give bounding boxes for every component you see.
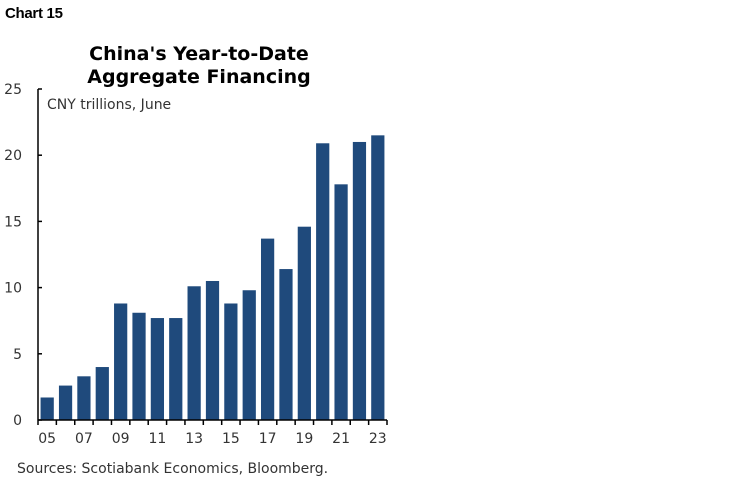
bar-07 bbox=[77, 376, 91, 420]
y-tick-label: 25 bbox=[4, 82, 22, 98]
bar-09 bbox=[114, 303, 128, 420]
x-tick-label: 05 bbox=[38, 431, 56, 447]
bar-21 bbox=[334, 184, 348, 420]
bar-19 bbox=[297, 226, 311, 420]
bars bbox=[40, 135, 385, 420]
x-tick-label: 11 bbox=[148, 431, 166, 447]
chart-number-label: Chart 15 bbox=[5, 5, 63, 22]
y-tick-label: 10 bbox=[4, 281, 22, 297]
bar-05 bbox=[40, 397, 54, 420]
chart-subtitle: CNY trillions, June bbox=[47, 97, 171, 113]
x-tick-label: 13 bbox=[185, 431, 203, 447]
x-tick-label: 17 bbox=[259, 431, 277, 447]
bar-06 bbox=[58, 385, 73, 420]
bar-10 bbox=[132, 312, 146, 420]
x-tick-label: 19 bbox=[295, 431, 313, 447]
bar-22 bbox=[352, 141, 367, 420]
bar-20 bbox=[316, 143, 330, 420]
y-tick-label: 0 bbox=[13, 413, 22, 429]
x-tick-label: 09 bbox=[112, 431, 130, 447]
x-tick-label: 23 bbox=[369, 431, 387, 447]
x-tick-label: 15 bbox=[222, 431, 240, 447]
bar-12 bbox=[169, 318, 183, 420]
bar-11 bbox=[150, 318, 165, 420]
source-note: Sources: Scotiabank Economics, Bloomberg… bbox=[17, 461, 328, 477]
bar-23 bbox=[371, 135, 385, 420]
bar-15 bbox=[224, 303, 238, 420]
y-axis: 0 5 10 15 20 25 bbox=[4, 82, 42, 429]
bar-14 bbox=[205, 280, 220, 420]
x-axis: 05 07 09 11 13 15 17 19 21 23 bbox=[37, 419, 388, 447]
bar-16 bbox=[242, 290, 256, 420]
bar-13 bbox=[187, 286, 201, 420]
y-tick-label: 15 bbox=[4, 214, 22, 230]
x-tick-label: 07 bbox=[75, 431, 93, 447]
chart-title-line-2: Aggregate Financing bbox=[87, 66, 310, 88]
x-tick-label: 21 bbox=[332, 431, 350, 447]
bar-17 bbox=[260, 238, 275, 420]
bar-08 bbox=[95, 367, 109, 420]
y-tick-label: 5 bbox=[13, 347, 22, 363]
chart-title-line-1: China's Year-to-Date bbox=[89, 43, 309, 65]
y-tick-label: 20 bbox=[4, 148, 22, 164]
bar-18 bbox=[279, 269, 293, 420]
